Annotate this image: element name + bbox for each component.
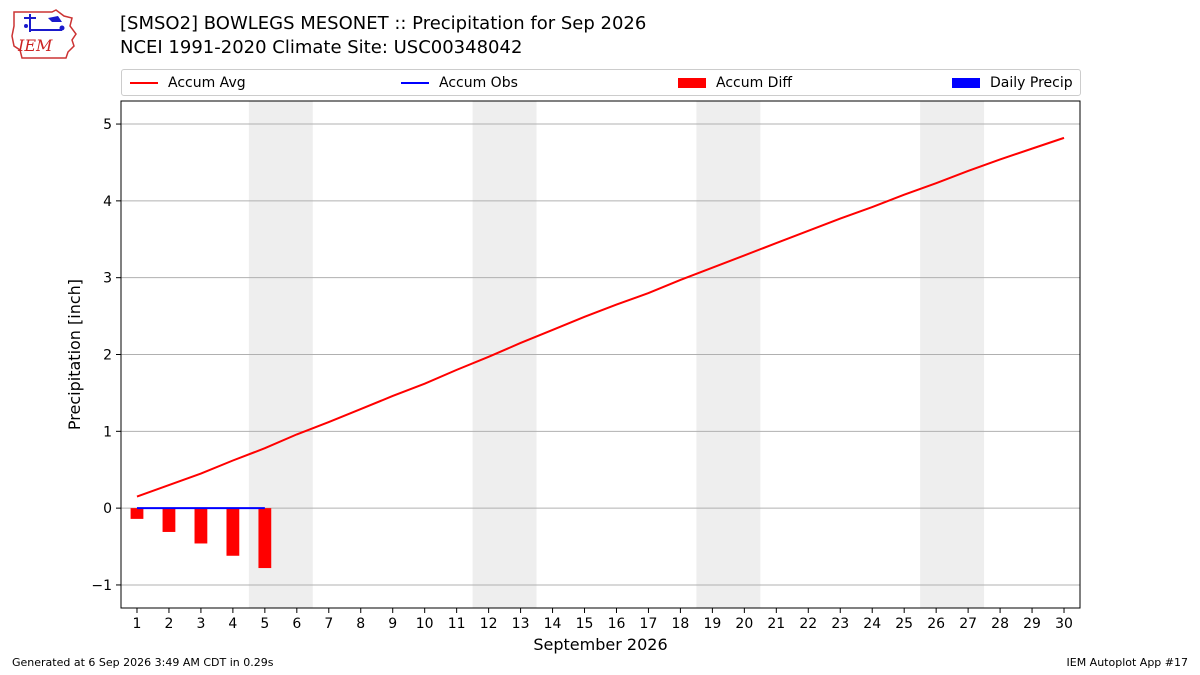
x-tick-label: 6 — [292, 616, 301, 632]
x-tick-label: 21 — [767, 616, 785, 632]
x-tick-label: 22 — [799, 616, 817, 632]
x-tick-label: 11 — [448, 616, 466, 632]
legend-swatch — [952, 77, 980, 88]
y-tick-label: 3 — [103, 271, 112, 287]
y-axis-label: Precipitation [inch] — [65, 279, 84, 430]
legend-item-daily-precip: Daily Precip — [952, 70, 1073, 95]
y-tick-label: −1 — [91, 578, 112, 594]
legend-swatch — [678, 77, 706, 88]
legend-label: Accum Diff — [716, 74, 793, 91]
x-tick-label: 9 — [388, 616, 397, 632]
x-tick-label: 8 — [356, 616, 365, 632]
legend-label: Accum Obs — [439, 74, 518, 91]
x-tick-label: 10 — [416, 616, 434, 632]
x-tick-label: 23 — [831, 616, 849, 632]
y-tick-label: 5 — [103, 117, 112, 133]
x-tick-label: 5 — [260, 616, 269, 632]
chart-title: [SMSO2] BOWLEGS MESONET :: Precipitation… — [120, 13, 647, 34]
x-tick-label: 29 — [1023, 616, 1041, 632]
x-axis-label: September 2026 — [533, 635, 667, 654]
legend-label: Daily Precip — [990, 74, 1073, 91]
bar-accum-diff — [194, 508, 208, 544]
x-tick-label: 4 — [228, 616, 237, 632]
iem-logo: IEM — [11, 9, 77, 59]
svg-text:IEM: IEM — [17, 36, 53, 55]
x-tick-label: 30 — [1055, 616, 1073, 632]
y-tick-label: 4 — [103, 194, 112, 210]
x-tick-label: 7 — [324, 616, 333, 632]
y-tick-label: 1 — [103, 424, 112, 440]
x-tick-label: 19 — [703, 616, 721, 632]
x-tick-label: 24 — [863, 616, 881, 632]
legend-item-accum-avg: Accum Avg — [130, 70, 246, 95]
x-tick-label: 13 — [512, 616, 530, 632]
bar-accum-diff — [130, 508, 144, 519]
x-tick-label: 14 — [544, 616, 562, 632]
x-tick-label: 20 — [735, 616, 753, 632]
y-tick-label: 2 — [103, 348, 112, 364]
x-tick-label: 25 — [895, 616, 913, 632]
x-tick-label: 15 — [576, 616, 594, 632]
legend-swatch — [401, 81, 429, 84]
x-tick-label: 26 — [927, 616, 945, 632]
bar-accum-diff — [258, 508, 272, 569]
generated-timestamp: Generated at 6 Sep 2026 3:49 AM CDT in 0… — [12, 656, 274, 669]
x-tick-label: 28 — [991, 616, 1009, 632]
bar-accum-diff — [226, 508, 240, 556]
legend-item-accum-obs: Accum Obs — [401, 70, 518, 95]
bar-accum-diff — [162, 508, 176, 532]
x-tick-label: 27 — [959, 616, 977, 632]
x-tick-label: 1 — [133, 616, 142, 632]
y-tick-label: 0 — [103, 501, 112, 517]
x-tick-label: 16 — [608, 616, 626, 632]
line-accum-avg — [136, 136, 1065, 498]
x-tick-label: 18 — [672, 616, 690, 632]
legend-label: Accum Avg — [168, 74, 246, 91]
x-tick-label: 3 — [196, 616, 205, 632]
chart-legend: Accum Avg Accum Obs Accum Diff Daily Pre… — [121, 69, 1081, 96]
x-tick-label: 17 — [640, 616, 658, 632]
x-tick-label: 2 — [164, 616, 173, 632]
legend-swatch — [130, 81, 158, 84]
chart-subtitle: NCEI 1991-2020 Climate Site: USC00348042 — [120, 37, 523, 58]
app-credit: IEM Autoplot App #17 — [1066, 656, 1189, 669]
x-tick-label: 12 — [480, 616, 498, 632]
legend-item-accum-diff: Accum Diff — [678, 70, 792, 95]
